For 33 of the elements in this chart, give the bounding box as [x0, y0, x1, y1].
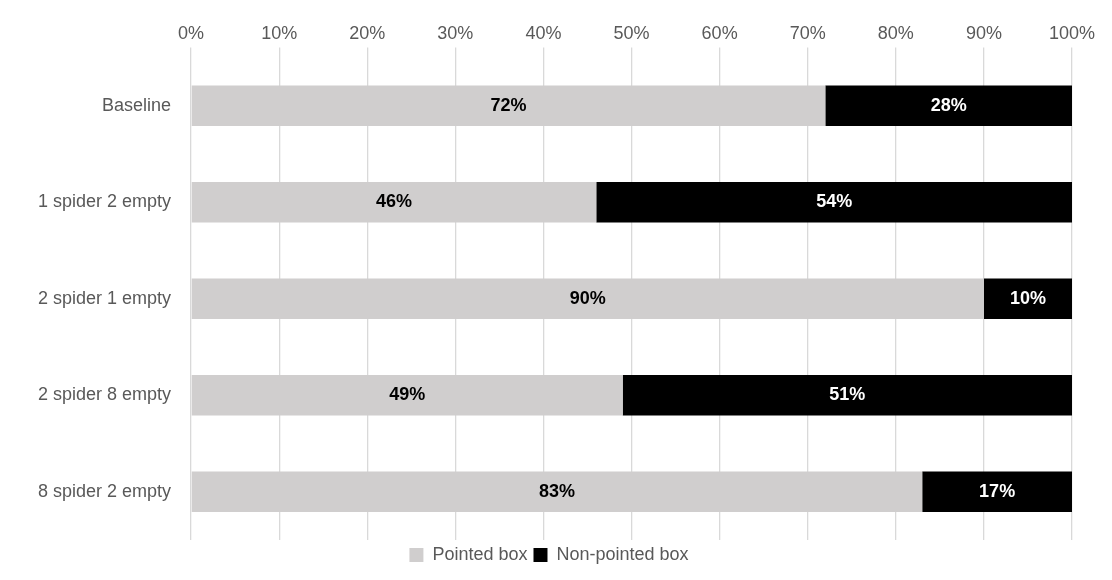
data-label: 51%	[829, 384, 866, 405]
x-tick-label: 90%	[965, 22, 1002, 43]
y-tick-label: 8 spider 2 empty	[37, 480, 172, 501]
x-tick-label: 50%	[613, 22, 650, 43]
y-tick-label: 1 spider 2 empty	[37, 191, 172, 212]
data-label: 83%	[538, 480, 575, 501]
bar	[983, 278, 1072, 320]
bar	[622, 375, 1072, 416]
data-label: 10%	[1009, 287, 1046, 308]
bar	[825, 85, 1072, 127]
legend-label: Non-pointed box	[556, 543, 689, 564]
x-tick-label: 30%	[437, 22, 474, 43]
x-tick-label: 0%	[178, 22, 205, 43]
data-label: 90%	[569, 287, 606, 308]
y-tick-label: Baseline	[102, 94, 172, 115]
x-tick-label: 70%	[789, 22, 826, 43]
data-label: 72%	[490, 94, 527, 115]
data-label: 46%	[375, 191, 413, 212]
bar	[596, 182, 1072, 223]
data-label: 49%	[389, 384, 426, 405]
data-label: 17%	[979, 480, 1016, 501]
x-tick-label: 60%	[701, 22, 738, 43]
bar	[922, 471, 1072, 513]
y-tick-label: 2 spider 1 empty	[37, 287, 172, 308]
x-tick-label: 80%	[877, 22, 914, 43]
data-label: 54%	[816, 191, 853, 212]
legend-label: Pointed box	[432, 543, 528, 564]
x-tick-label: 100%	[1048, 22, 1096, 43]
data-label: 28%	[930, 94, 967, 115]
x-tick-label: 20%	[349, 22, 386, 43]
y-tick-label: 2 spider 8 empty	[37, 384, 172, 405]
x-tick-label: 10%	[261, 22, 298, 43]
x-tick-label: 40%	[525, 22, 562, 43]
